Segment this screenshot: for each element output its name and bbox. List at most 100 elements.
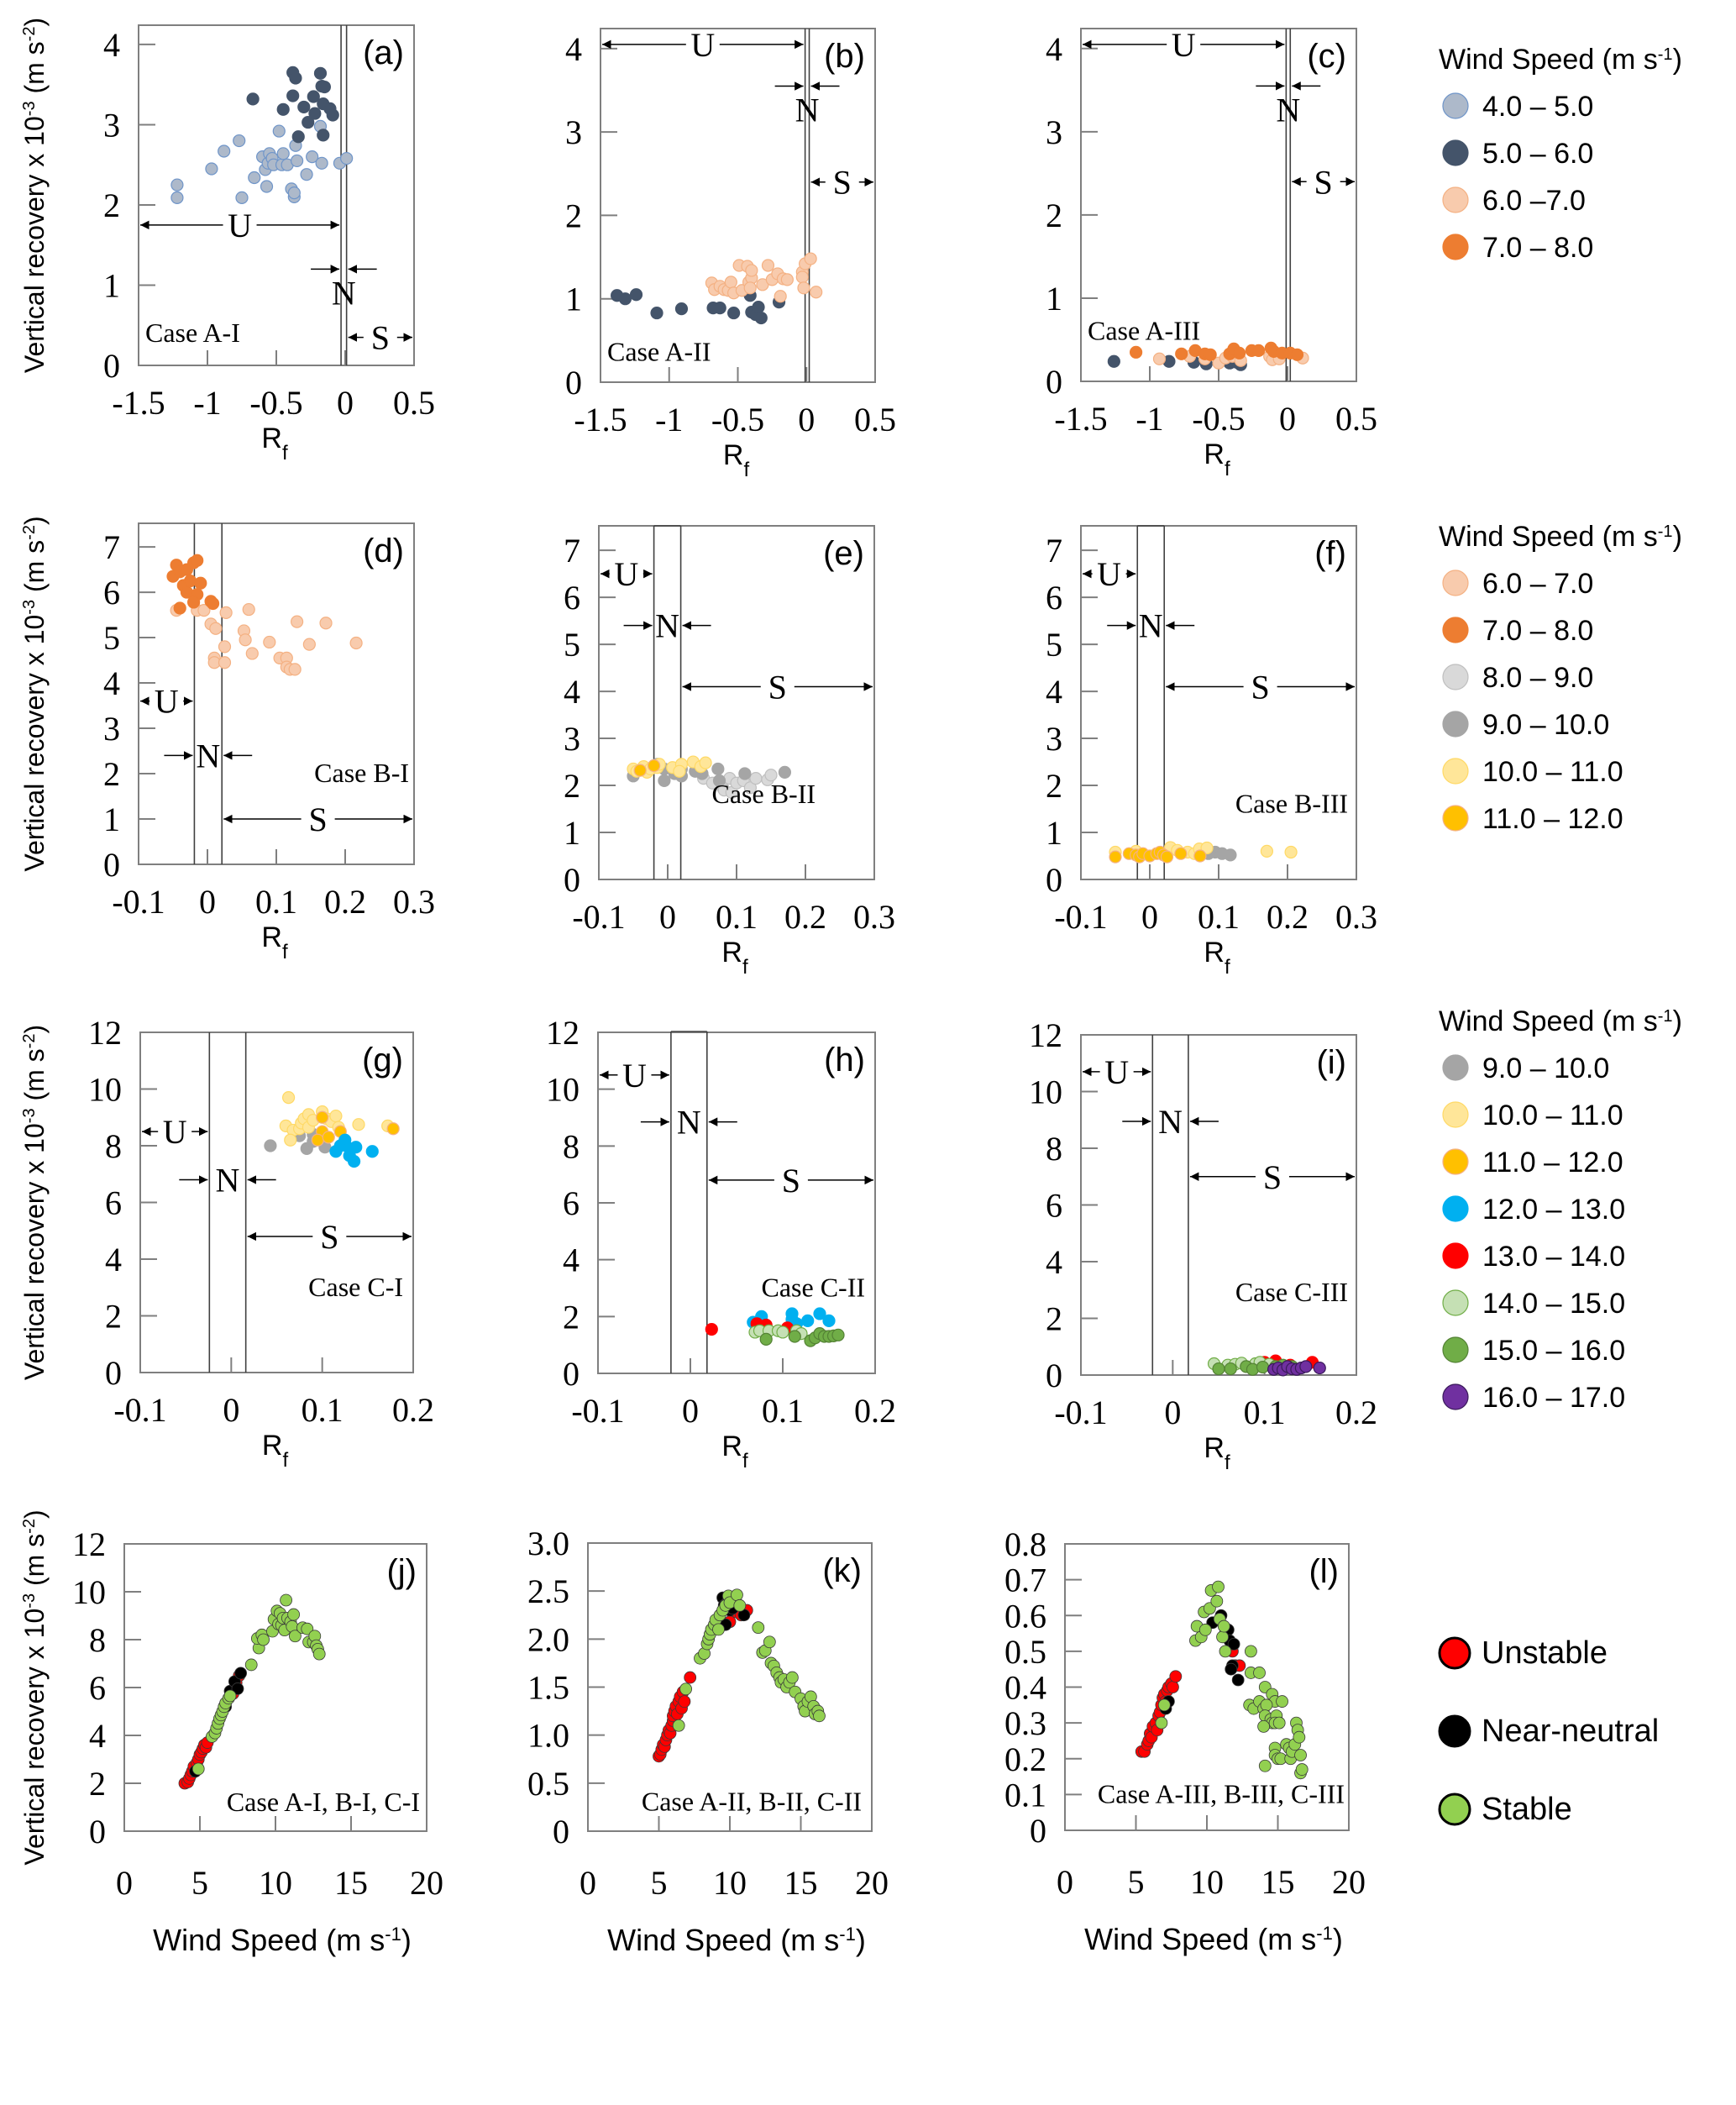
legend-marker bbox=[1442, 1054, 1469, 1081]
neutral-region-label: N bbox=[1158, 1103, 1183, 1141]
x-tick-label: 0.2 bbox=[324, 883, 366, 921]
x-tick-label: 20 bbox=[855, 1864, 889, 1902]
x-tick-label: 0 bbox=[659, 898, 676, 936]
panel-label: (g) bbox=[362, 1042, 403, 1079]
y-tick-label: 5 bbox=[103, 619, 120, 657]
data-point bbox=[672, 1719, 685, 1732]
data-point bbox=[297, 100, 311, 114]
legend-item-label: 11.0 – 12.0 bbox=[1482, 803, 1623, 835]
y-tick-label: 10 bbox=[88, 1071, 122, 1109]
x-axis-label: Rf bbox=[1204, 1432, 1230, 1474]
data-point bbox=[813, 1709, 826, 1723]
y-tick-label: 1 bbox=[564, 814, 580, 852]
legend-item-label: 6.0 –7.0 bbox=[1482, 185, 1586, 217]
y-tick-label: 10 bbox=[546, 1071, 580, 1109]
data-point bbox=[276, 102, 290, 116]
series-stable bbox=[191, 1593, 326, 1776]
case-label: Case A-I, B-I, C-I bbox=[227, 1787, 420, 1817]
panel-label: (f) bbox=[1314, 535, 1346, 572]
legend-1: Wind Speed (m s-1) 4.0 – 5.0 5.0 – 6.0 6.0 … bbox=[1439, 44, 1682, 264]
data-point bbox=[1217, 1619, 1230, 1633]
legend-item-label: 16.0 – 17.0 bbox=[1482, 1382, 1625, 1414]
y-tick-label: 3 bbox=[1046, 113, 1062, 151]
legend-item-label: 13.0 – 14.0 bbox=[1482, 1241, 1625, 1273]
y-tick-label: 0.5 bbox=[1004, 1633, 1046, 1671]
neutral-region-label: N bbox=[216, 1162, 240, 1199]
data-point bbox=[1200, 841, 1214, 855]
data-point bbox=[813, 1307, 826, 1320]
x-tick-label: -0.1 bbox=[113, 1391, 166, 1429]
y-tick-label: 0 bbox=[553, 1813, 569, 1850]
data-point bbox=[705, 1322, 718, 1336]
data-point bbox=[831, 1328, 845, 1341]
x-tick-label: 15 bbox=[1261, 1863, 1295, 1901]
data-point bbox=[286, 89, 300, 102]
case-label: Case B-I bbox=[314, 758, 409, 788]
neutral-region-label: N bbox=[795, 92, 820, 129]
data-point bbox=[316, 1110, 329, 1124]
data-point bbox=[1295, 1763, 1309, 1776]
y-tick-label: 1 bbox=[1046, 814, 1062, 852]
data-point bbox=[242, 602, 255, 617]
x-tick-label: 0 bbox=[1057, 1863, 1073, 1901]
legends: Wind Speed (m s-1) 4.0 – 5.0 5.0 – 6.0 6.0 … bbox=[1438, 44, 1682, 1827]
data-point bbox=[658, 774, 671, 788]
data-point bbox=[263, 635, 276, 649]
x-tick-label: 0 bbox=[116, 1864, 133, 1902]
neutral-region-label: N bbox=[1139, 607, 1163, 645]
data-point bbox=[349, 1141, 363, 1154]
x-tick-label: 10 bbox=[1190, 1863, 1224, 1901]
unstable-region-label: U bbox=[1097, 555, 1121, 593]
legend-marker bbox=[1442, 139, 1469, 166]
data-point bbox=[276, 147, 290, 160]
data-point bbox=[197, 604, 211, 617]
x-tick-label: 0 bbox=[682, 1392, 699, 1430]
legend-3: Wind Speed (m s-1) 9.0 – 10.0 10.0 – 11.0 1… bbox=[1439, 1005, 1682, 1414]
y-tick-label: 1.0 bbox=[527, 1717, 569, 1755]
unstable-region-label: U bbox=[155, 683, 179, 721]
data-point bbox=[713, 302, 726, 315]
stable-region-label: S bbox=[1314, 163, 1333, 201]
x-axis-label: Rf bbox=[1204, 937, 1230, 979]
data-point bbox=[317, 80, 331, 94]
data-point bbox=[712, 1623, 725, 1636]
series-5-0-6-0 bbox=[246, 66, 339, 144]
x-tick-label: 0.1 bbox=[762, 1392, 804, 1430]
panel-label: (c) bbox=[1307, 38, 1346, 75]
data-point bbox=[239, 633, 252, 647]
x-tick-label: 0 bbox=[1164, 1394, 1181, 1431]
data-point bbox=[209, 622, 223, 635]
x-tick-label: 5 bbox=[651, 1864, 668, 1902]
data-point bbox=[1290, 348, 1304, 361]
y-tick-label: 3 bbox=[1046, 720, 1062, 758]
x-tick-label: 0.1 bbox=[716, 898, 758, 936]
data-point bbox=[733, 1598, 747, 1612]
series-15-0-16-0 bbox=[759, 1327, 845, 1347]
x-tick-label: 0.5 bbox=[1335, 400, 1377, 438]
legend-marker bbox=[1442, 758, 1469, 785]
neutral-region-label: N bbox=[655, 607, 679, 645]
data-point bbox=[1175, 347, 1188, 360]
data-point bbox=[246, 92, 260, 106]
x-tick-label: 15 bbox=[334, 1864, 368, 1902]
data-point bbox=[745, 264, 758, 277]
x-tick-label: -1 bbox=[193, 384, 221, 422]
legend-marker bbox=[1442, 234, 1469, 260]
y-tick-label: 4 bbox=[565, 30, 582, 68]
panel-label: (h) bbox=[824, 1042, 865, 1079]
unstable-region-label: U bbox=[1172, 26, 1196, 64]
y-axis-label: Vertical recovery x 10-3 (m s-2) bbox=[19, 1509, 50, 1865]
legend-item-label: 9.0 – 10.0 bbox=[1482, 709, 1609, 741]
data-point bbox=[191, 554, 204, 567]
data-point bbox=[712, 774, 726, 788]
data-point bbox=[776, 1325, 789, 1339]
x-tick-label: 0 bbox=[798, 401, 815, 438]
data-point bbox=[322, 1131, 335, 1144]
x-tick-label: 0.1 bbox=[1198, 898, 1240, 936]
legend-marker bbox=[1442, 1101, 1469, 1128]
data-point bbox=[218, 640, 232, 654]
legend-item-label: 6.0 – 7.0 bbox=[1482, 568, 1593, 600]
y-tick-label: 1 bbox=[1046, 280, 1062, 318]
x-axis-label: Rf bbox=[262, 1430, 289, 1472]
